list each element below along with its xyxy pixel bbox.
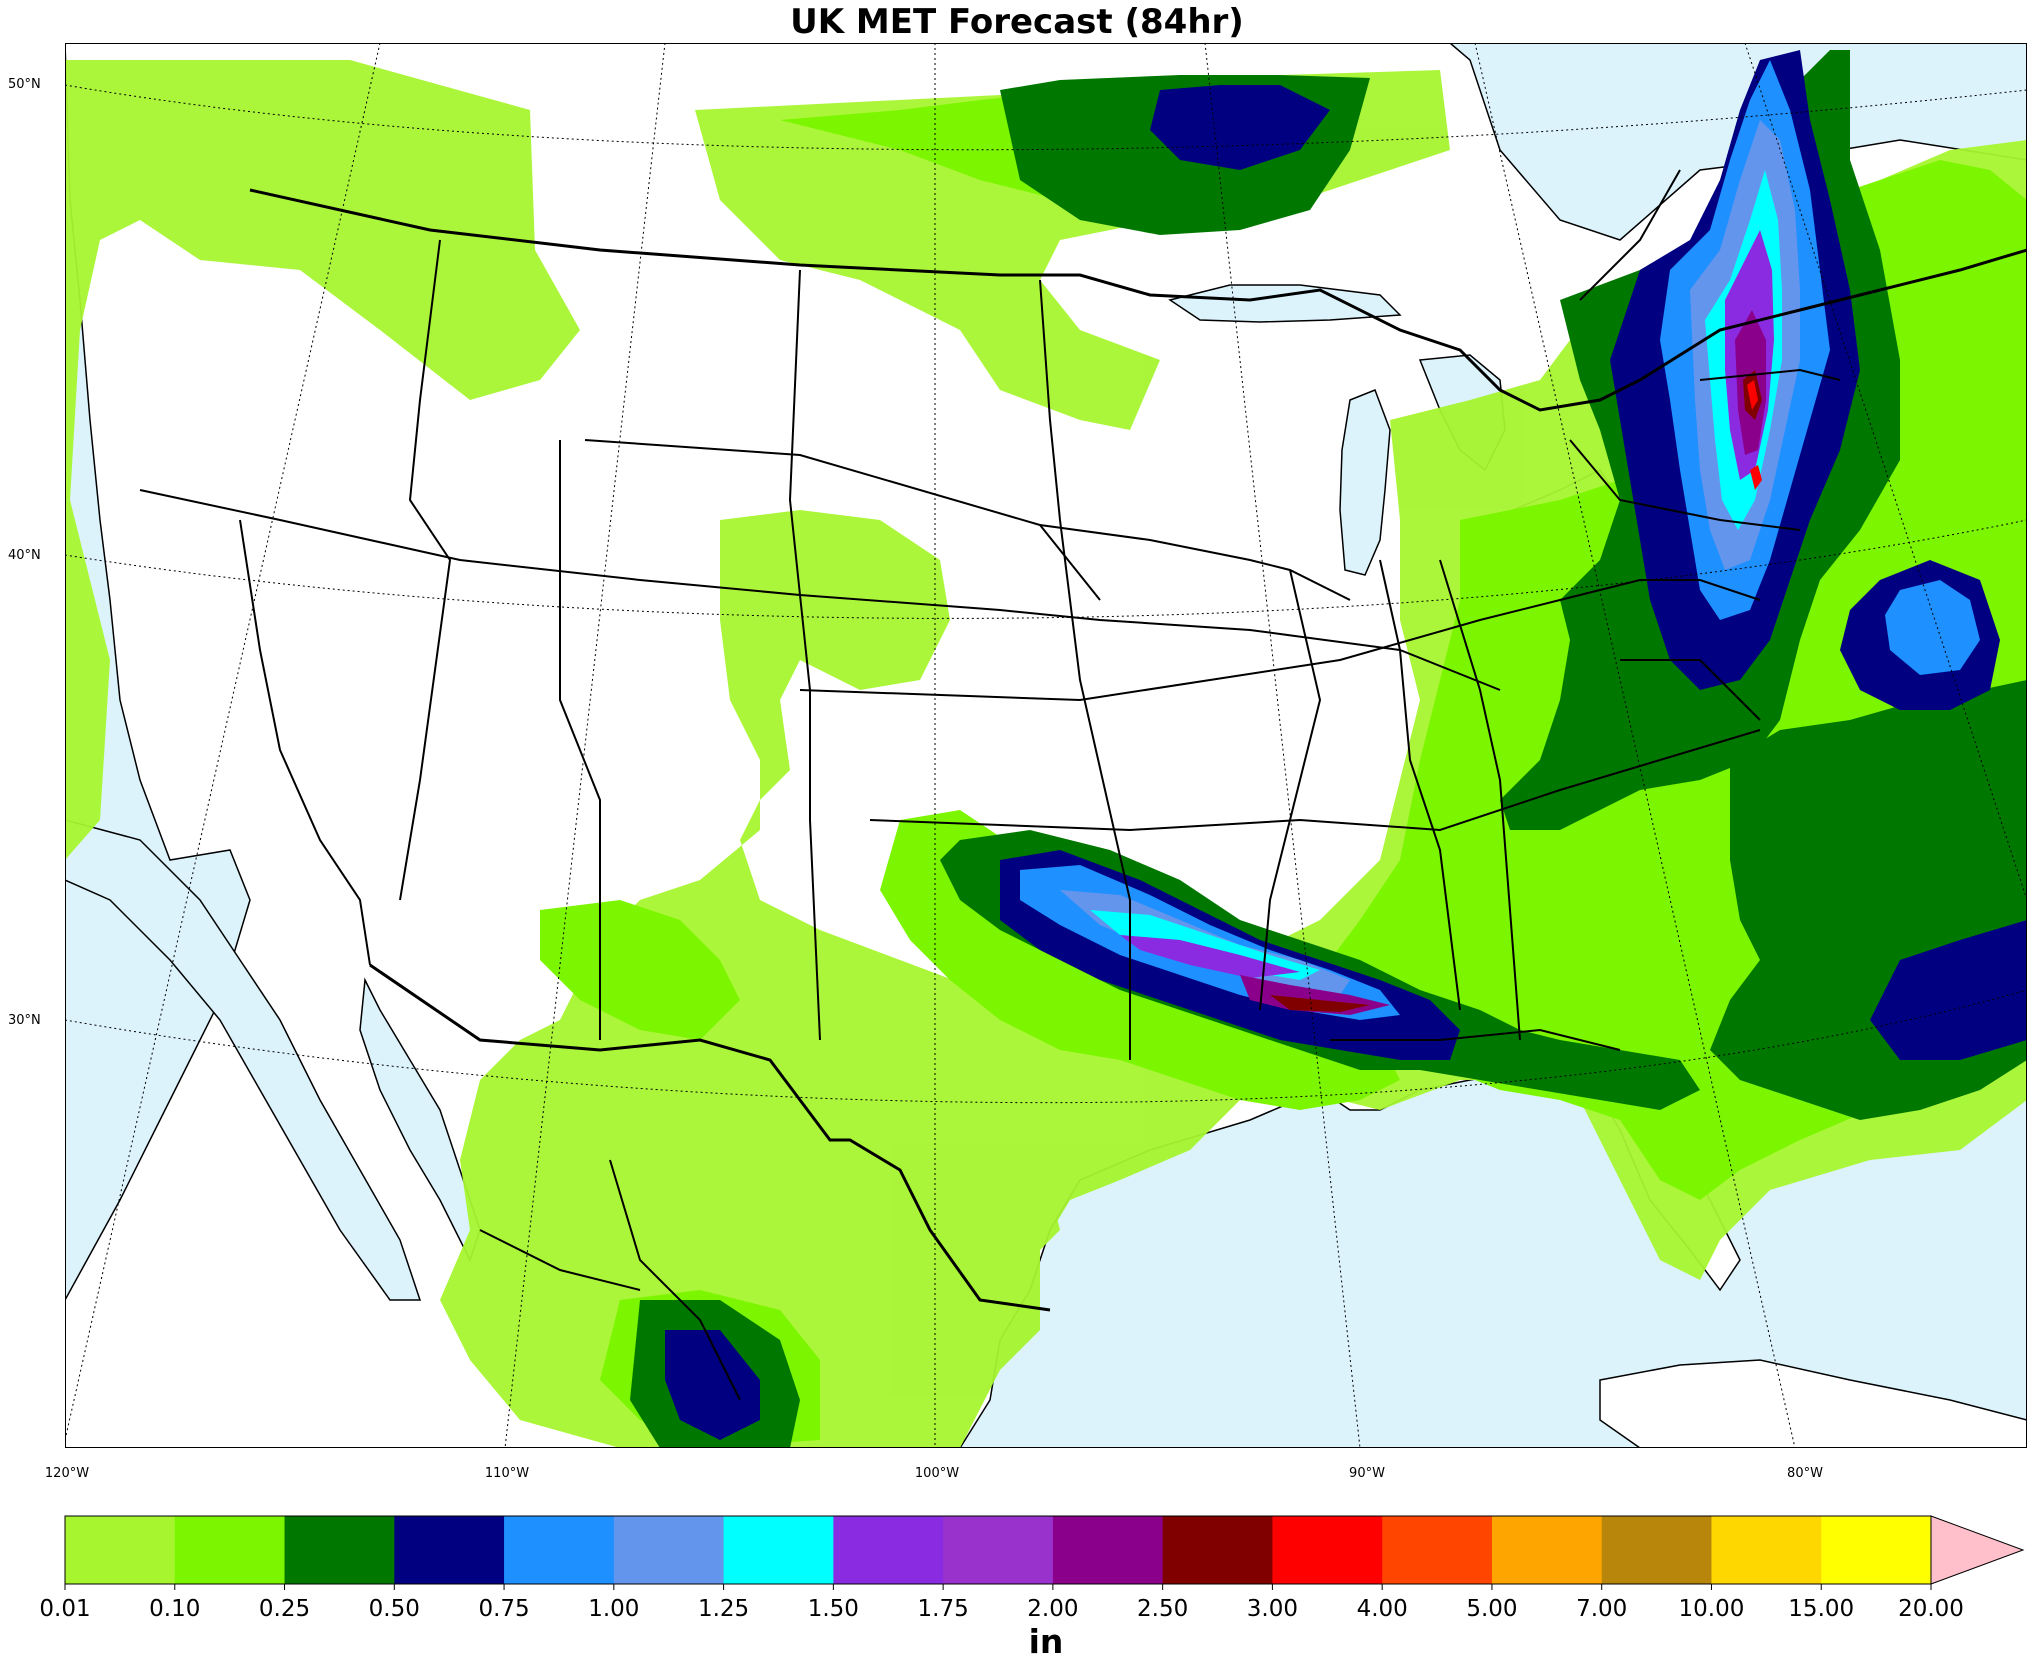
colorbar-tick-label: 1.25 bbox=[698, 1596, 749, 1622]
colorbar-outline bbox=[64, 1515, 1932, 1585]
cuba bbox=[1599, 1359, 2027, 1448]
colorbar-tick-label: 5.00 bbox=[1466, 1596, 1517, 1622]
colorbar-swatch bbox=[1601, 1516, 1712, 1584]
colorbar: 0.01 0.10 0.25 0.50 0.75 1.00 1.25 1.50 1.75 2.00… bbox=[39, 1515, 2025, 1660]
colorbar-swatch bbox=[1382, 1516, 1493, 1584]
colorbar-swatch bbox=[174, 1516, 286, 1584]
colorbar-swatch bbox=[1821, 1516, 1932, 1584]
boundaries bbox=[139, 169, 2027, 1401]
colorbar-tick-label: 15.00 bbox=[1788, 1596, 1854, 1622]
colorbar-tick-label: 7.00 bbox=[1576, 1596, 1627, 1622]
map-title: UK MET Forecast (84hr) bbox=[790, 2, 1244, 42]
lat-label-40n: 40°N bbox=[8, 548, 41, 563]
colorbar-ticks: 0.01 0.10 0.25 0.50 0.75 1.00 1.25 1.50 1.75 2.00… bbox=[39, 1584, 1964, 1622]
colorbar-swatch bbox=[1162, 1516, 1273, 1584]
lon-label-120w: 120°W bbox=[44, 1466, 90, 1481]
colorbar-tick-label: 0.25 bbox=[259, 1596, 310, 1622]
colorbar-swatches bbox=[65, 1516, 1932, 1584]
lon-label-100w: 100°W bbox=[914, 1466, 960, 1481]
baja-coast bbox=[65, 819, 422, 1301]
colorbar-tick-label: 2.50 bbox=[1137, 1596, 1188, 1622]
us-mexico-border bbox=[369, 963, 1051, 1312]
colorbar-extend-arrow bbox=[1930, 1515, 2025, 1585]
colorbar-swatch bbox=[504, 1516, 615, 1584]
colorbar-swatch bbox=[723, 1516, 834, 1584]
lon-label-80w: 80°W bbox=[1787, 1466, 1823, 1481]
colorbar-swatch bbox=[1272, 1516, 1383, 1584]
colorbar-swatch bbox=[1711, 1516, 1822, 1584]
colorbar-tick-label: 0.10 bbox=[149, 1596, 200, 1622]
lake-michigan bbox=[1339, 389, 1391, 576]
colorbar-unit-label: in bbox=[1029, 1622, 1064, 1660]
colorbar-swatch bbox=[1491, 1516, 1603, 1584]
lon-label-110w: 110°W bbox=[484, 1466, 530, 1481]
lake-superior bbox=[1168, 284, 1402, 323]
lon-label-90w: 90°W bbox=[1349, 1466, 1385, 1481]
colorbar-tick-label: 4.00 bbox=[1357, 1596, 1408, 1622]
colorbar-tick-label: 0.75 bbox=[478, 1596, 529, 1622]
colorbar-tick-label: 1.75 bbox=[918, 1596, 969, 1622]
colorbar-swatch bbox=[943, 1516, 1054, 1584]
colorbar-swatch bbox=[833, 1516, 944, 1584]
precip-3.00 bbox=[1747, 380, 1762, 490]
colorbar-swatch bbox=[394, 1516, 505, 1584]
colorbar-swatch bbox=[613, 1516, 725, 1584]
colorbar-tick-label: 10.00 bbox=[1679, 1596, 1745, 1622]
lat-label-30n: 30°N bbox=[8, 1013, 41, 1028]
precipitation-map[interactable] bbox=[65, 43, 2027, 1448]
colorbar-tick-label: 0.50 bbox=[369, 1596, 420, 1622]
colorbar-tick-label: 0.01 bbox=[39, 1596, 90, 1622]
colorbar-tick-label: 1.00 bbox=[588, 1596, 639, 1622]
colorbar-tick-label: 20.00 bbox=[1898, 1596, 1964, 1622]
graticule bbox=[65, 43, 2027, 1448]
colorbar-swatch bbox=[284, 1516, 395, 1584]
colorbar-swatch bbox=[65, 1516, 176, 1584]
map-border bbox=[65, 43, 2027, 1448]
colorbar-tick-label: 1.50 bbox=[808, 1596, 859, 1622]
colorbar-tick-label: 3.00 bbox=[1247, 1596, 1298, 1622]
us-canada-border bbox=[249, 188, 2027, 412]
lat-label-50n: 50°N bbox=[8, 77, 41, 92]
colorbar-tick-label: 2.00 bbox=[1027, 1596, 1078, 1622]
colorbar-swatch bbox=[1052, 1516, 1164, 1584]
